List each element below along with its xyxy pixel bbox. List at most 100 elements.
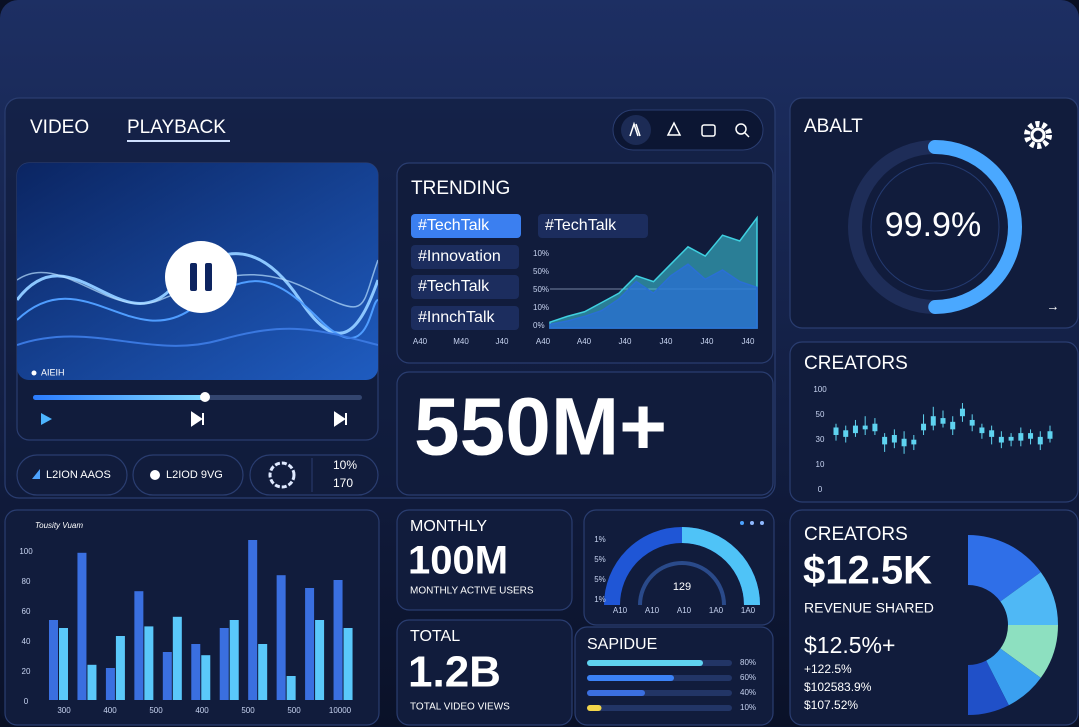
tag[interactable]	[411, 214, 521, 238]
candle-body	[891, 435, 897, 443]
next-button[interactable]	[191, 411, 204, 427]
icon-bar	[612, 109, 764, 151]
arrow-link[interactable]: →	[1047, 298, 1060, 313]
candle-body	[1047, 431, 1053, 439]
gauge-inner	[638, 561, 726, 606]
candle-body	[1037, 436, 1043, 445]
stat-value: 1.2B	[408, 648, 501, 697]
y-tick-label: 60	[22, 607, 31, 616]
progress-fill	[33, 395, 205, 400]
tag[interactable]	[411, 275, 519, 299]
play-button[interactable]	[41, 413, 52, 425]
reach-card	[396, 371, 774, 496]
chart-title: Tousity Vuam	[35, 521, 83, 530]
candle-body	[969, 419, 975, 426]
chip[interactable]	[249, 454, 379, 496]
stat-line: $102583.9%	[804, 680, 872, 694]
candle-body	[989, 430, 995, 437]
chip-icon	[32, 469, 40, 479]
pause-icon	[190, 263, 197, 291]
tag[interactable]	[538, 214, 648, 238]
tab-active[interactable]: PLAYBACK	[127, 117, 226, 138]
bar	[162, 652, 172, 700]
x-tick-label: J40	[660, 337, 673, 346]
pause-icon	[205, 263, 212, 291]
stat-caption: TOTAL VIDEO VIEWS	[410, 702, 510, 713]
stat-line: +122.5%	[804, 662, 852, 676]
x-tick-label: J40	[701, 337, 714, 346]
x-tick-label: A40	[577, 337, 592, 346]
settings-button[interactable]	[1024, 121, 1052, 149]
bar	[191, 644, 201, 700]
gauge-card	[583, 509, 775, 626]
candle-body	[843, 430, 849, 437]
stat-caption: MONTHLY ACTIVE USERS	[410, 586, 534, 597]
settings-icon	[1030, 127, 1046, 143]
bar	[201, 655, 211, 700]
bar	[134, 591, 144, 700]
y-tick-label: 5%	[594, 555, 606, 564]
donut-segment	[968, 535, 1041, 602]
gauge-value: 129	[673, 581, 691, 593]
y-tick-label: 50%	[533, 267, 549, 276]
stat-value: $12.5K	[803, 549, 932, 593]
search-icon	[744, 132, 750, 138]
y-tick-label: 30	[816, 435, 825, 444]
progress-bar	[587, 675, 674, 681]
tag-label: #TechTalk	[418, 278, 490, 295]
stat-caption: REVENUE SHARED	[804, 600, 934, 616]
donut-segment	[986, 648, 1041, 706]
x-tick-label: M40	[453, 337, 469, 346]
candle-body	[1018, 433, 1024, 441]
value-label: 40%	[740, 688, 756, 697]
y-tick-label: 1%	[594, 595, 606, 604]
value-label: 10%	[740, 703, 756, 712]
x-tick-label: A10	[645, 606, 660, 615]
tag[interactable]	[411, 245, 519, 269]
y-tick-label: 1%	[594, 535, 606, 544]
progress-bar	[587, 690, 645, 696]
y-tick-label: 10%	[533, 303, 549, 312]
x-tick-label: 500	[287, 706, 301, 715]
card-title: SAPIDUE	[587, 636, 657, 653]
donut-segment	[1000, 625, 1058, 678]
bar	[343, 628, 353, 700]
icon-button[interactable]	[701, 124, 716, 137]
candle-body	[862, 425, 868, 430]
candle-body	[959, 408, 965, 417]
bar	[105, 668, 115, 700]
video-caption: AIEIH	[41, 367, 65, 377]
y-tick-label: 0	[24, 697, 29, 706]
card-title: TOTAL	[410, 628, 460, 645]
bar	[248, 540, 258, 700]
y-tick-label: 0	[818, 485, 823, 494]
progress-handle[interactable]	[200, 392, 210, 402]
bar	[276, 575, 286, 700]
gauge-arc	[681, 527, 760, 606]
donut-segment	[1000, 572, 1058, 625]
icon-button[interactable]	[666, 121, 682, 136]
value-label: 80%	[740, 658, 756, 667]
y-tick-label: 10%	[533, 249, 549, 258]
bar	[229, 620, 239, 700]
bar	[77, 552, 87, 700]
search-button[interactable]	[735, 123, 747, 135]
tab[interactable]: VIDEO	[30, 117, 89, 138]
card-title: TRENDING	[411, 178, 510, 199]
chip[interactable]	[132, 454, 244, 496]
progress-bar	[587, 705, 602, 711]
total-card	[396, 619, 573, 726]
chip[interactable]	[16, 454, 128, 496]
x-tick-label: J40	[742, 337, 755, 346]
monthly-card	[396, 509, 573, 611]
wave	[17, 280, 378, 339]
y-tick-label: 50%	[533, 285, 549, 294]
dot	[750, 521, 754, 525]
skip-button[interactable]	[334, 411, 347, 427]
pause-button[interactable]	[165, 241, 237, 313]
tag[interactable]	[411, 306, 519, 330]
dot	[740, 521, 744, 525]
y-tick-label: 10	[816, 460, 825, 469]
chip-stat: 170	[333, 476, 353, 490]
